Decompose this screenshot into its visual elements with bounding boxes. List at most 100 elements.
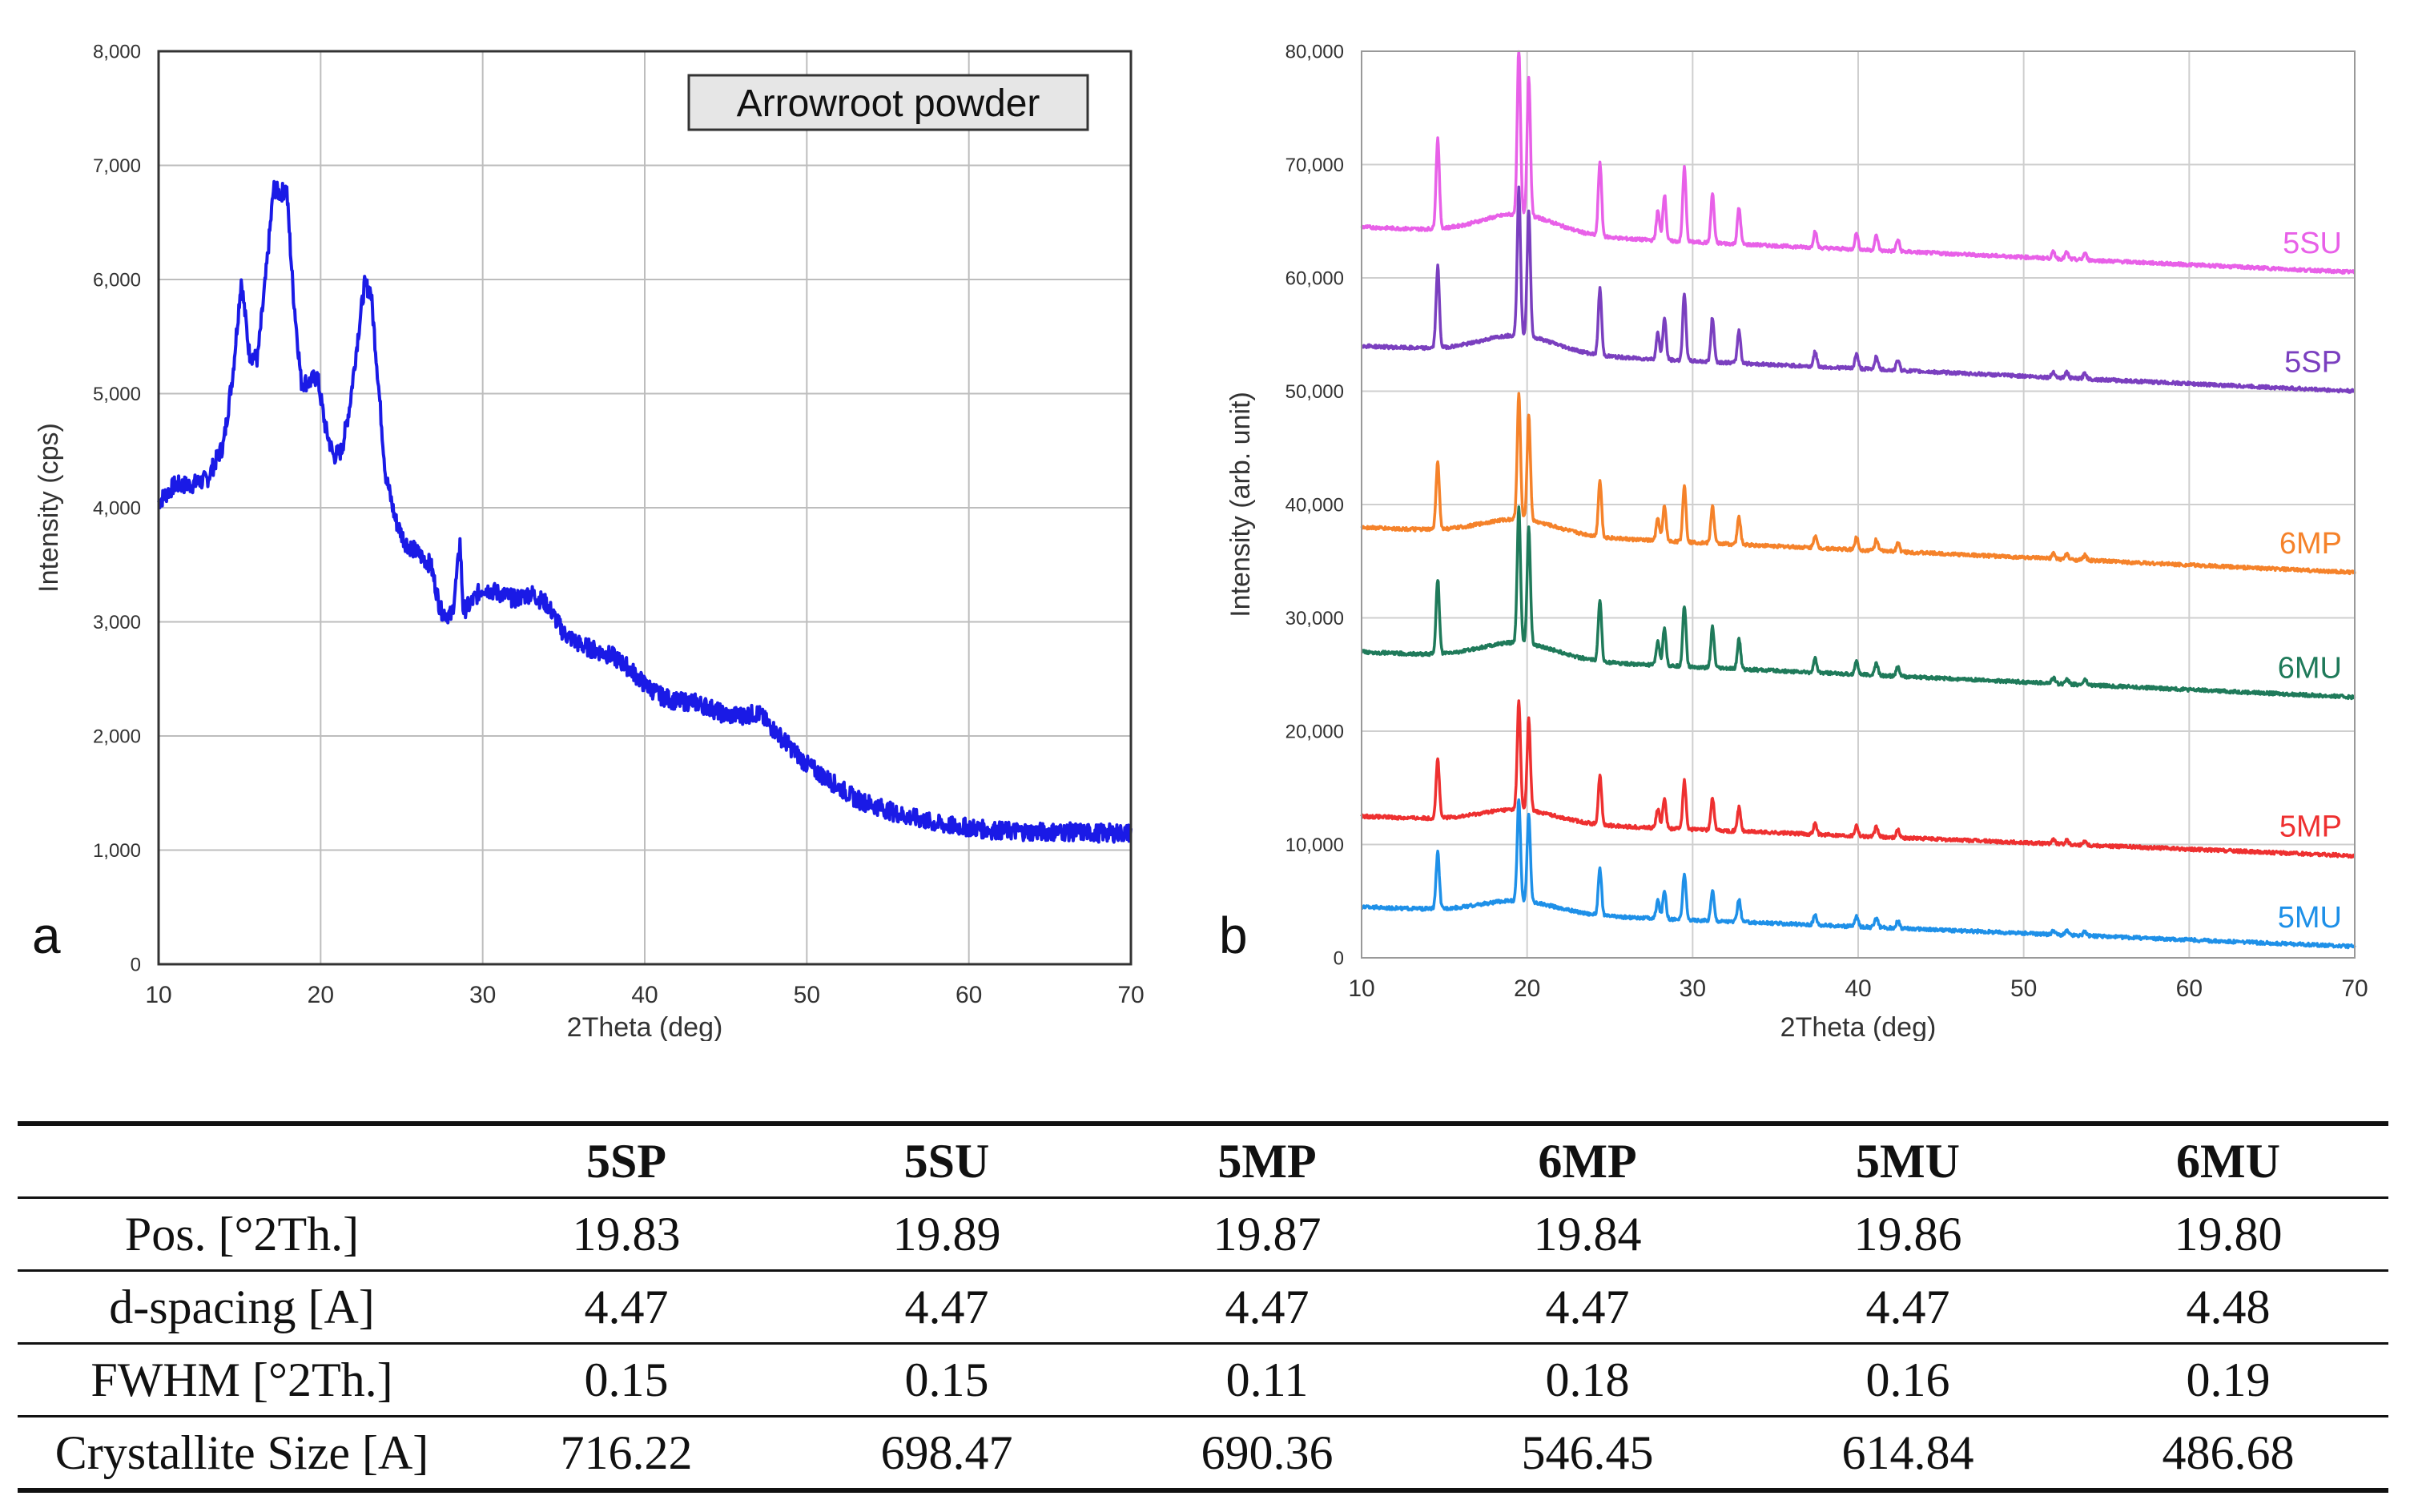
table-cell: 4.47 bbox=[1545, 1280, 1630, 1333]
table-cell: 0.15 bbox=[904, 1353, 989, 1406]
x-tick-label: 60 bbox=[2176, 975, 2203, 1002]
panel-b-series bbox=[1360, 50, 2356, 950]
table-cell: 0.11 bbox=[1225, 1353, 1309, 1406]
table-cell: 4.47 bbox=[584, 1280, 669, 1333]
table-cell: 690.36 bbox=[1201, 1426, 1334, 1479]
table-row: FWHM [°2Th.] 0.15 0.15 0.11 0.18 0.16 0.… bbox=[18, 1344, 2388, 1417]
table-cell: 4.47 bbox=[1865, 1280, 1950, 1333]
x-tick-label: 30 bbox=[469, 982, 496, 1008]
x-tick-label: 60 bbox=[956, 982, 982, 1008]
y-tick-label: 10,000 bbox=[1285, 834, 1344, 856]
annotation-box bbox=[687, 74, 1089, 131]
series-label-5su: 5SU bbox=[2283, 227, 2342, 260]
y-tick-label: 3,000 bbox=[93, 612, 141, 633]
table-cell: 4.47 bbox=[1225, 1280, 1310, 1333]
column-header: 5SP bbox=[585, 1134, 667, 1188]
x-tick-label: 40 bbox=[1845, 975, 1871, 1002]
table-cell: 19.86 bbox=[1853, 1207, 1962, 1261]
y-tick-label: 50,000 bbox=[1285, 381, 1344, 403]
y-tick-label: 70,000 bbox=[1285, 155, 1344, 176]
x-tick-label: 30 bbox=[1680, 975, 1706, 1002]
table-cell: 0.16 bbox=[1865, 1353, 1950, 1406]
table-cell: 486.68 bbox=[2162, 1426, 2295, 1479]
x-tick-label: 10 bbox=[145, 982, 171, 1008]
arrowroot-xrd-line bbox=[157, 179, 1133, 844]
table-cell: 698.47 bbox=[880, 1426, 1013, 1479]
panel-a-letter: a bbox=[32, 907, 61, 964]
xrd-figure: 0 1,000 2,000 3,000 4,000 5,000 6,000 7,000 8,00… bbox=[32, 41, 2368, 1041]
panel-a-y-ticks: 0 1,000 2,000 3,000 4,000 5,000 6,000 7,000 8,00… bbox=[93, 41, 141, 975]
annotation-label: Arrowroot powder bbox=[737, 82, 1040, 125]
table-cell: 19.89 bbox=[892, 1207, 1001, 1261]
column-header: 5MP bbox=[1217, 1134, 1317, 1188]
panel-a-frame bbox=[157, 50, 1133, 966]
x-tick-label: 20 bbox=[1514, 975, 1540, 1002]
panel-a-grid bbox=[159, 51, 1131, 964]
column-header: 6MP bbox=[1538, 1134, 1637, 1188]
row-label: d-spacing [A] bbox=[109, 1280, 375, 1333]
table-header-row: 5SP 5SU 5MP 6MP 5MU 6MU bbox=[18, 1124, 2388, 1198]
x-tick-label: 70 bbox=[1117, 982, 1144, 1008]
y-tick-label: 0 bbox=[1334, 947, 1344, 969]
x-tick-label: 70 bbox=[2341, 975, 2368, 1002]
results-table-wrapper: 5SP 5SU 5MP 6MP 5MU 6MU Pos. [°2Th.] 19.… bbox=[18, 1121, 2388, 1493]
results-table: 5SP 5SU 5MP 6MP 5MU 6MU Pos. [°2Th.] 19.… bbox=[18, 1121, 2388, 1493]
panel-b-grid bbox=[1362, 51, 2355, 958]
panel-a-x-ticks: 10 20 30 40 50 60 70 bbox=[145, 982, 1144, 1008]
table-cell: 19.83 bbox=[572, 1207, 681, 1261]
table-row: d-spacing [A] 4.47 4.47 4.47 4.47 4.47 4… bbox=[18, 1271, 2388, 1344]
panel-b-letter: b bbox=[1219, 907, 1248, 964]
panel-b-y-axis-label: Intensity (arb. unit) bbox=[1225, 392, 1256, 617]
table-row: Pos. [°2Th.] 19.83 19.89 19.87 19.84 19.… bbox=[18, 1198, 2388, 1271]
series-line-6mp bbox=[1360, 392, 2356, 576]
series-line-5mu bbox=[1360, 798, 2356, 950]
series-line-5su bbox=[1360, 50, 2356, 275]
row-label: FWHM [°2Th.] bbox=[91, 1353, 393, 1406]
table-cell: 4.47 bbox=[904, 1280, 989, 1333]
y-tick-label: 4,000 bbox=[93, 497, 141, 519]
series-label-5mu: 5MU bbox=[2278, 901, 2342, 935]
table-cell: 0.19 bbox=[2186, 1353, 2271, 1406]
y-tick-label: 0 bbox=[131, 954, 141, 975]
y-tick-label: 80,000 bbox=[1285, 41, 1344, 62]
y-tick-label: 1,000 bbox=[93, 840, 141, 862]
row-label: Crystallite Size [A] bbox=[54, 1426, 429, 1479]
table-cell: 614.84 bbox=[1841, 1426, 1974, 1479]
panel-b-y-ticks: 0 10,000 20,000 30,000 40,000 50,000 60,000 70,… bbox=[1285, 41, 1344, 969]
panel-a-chart: 0 1,000 2,000 3,000 4,000 5,000 6,000 7,000 8,00… bbox=[32, 41, 1145, 1041]
y-tick-label: 6,000 bbox=[93, 269, 141, 291]
column-header: 5SU bbox=[903, 1134, 990, 1188]
series-label-5mp: 5MP bbox=[2279, 810, 2342, 844]
panel-b-x-ticks: 10 20 30 40 50 60 70 bbox=[1348, 975, 2368, 1002]
panel-a-x-axis-label: 2Theta (deg) bbox=[567, 1012, 723, 1041]
panel-b-x-axis-label: 2Theta (deg) bbox=[1780, 1012, 1937, 1041]
x-tick-label: 20 bbox=[308, 982, 334, 1008]
x-tick-label: 50 bbox=[2010, 975, 2037, 1002]
panel-b-frame bbox=[1361, 50, 2356, 959]
y-tick-label: 60,000 bbox=[1285, 267, 1344, 289]
x-tick-label: 40 bbox=[631, 982, 658, 1008]
table-cell: 19.80 bbox=[2174, 1207, 2283, 1261]
y-tick-label: 2,000 bbox=[93, 726, 141, 747]
series-label-5sp: 5SP bbox=[2284, 346, 2342, 380]
series-line-5mp bbox=[1360, 699, 2356, 859]
x-tick-label: 50 bbox=[794, 982, 820, 1008]
series-label-6mp: 6MP bbox=[2279, 527, 2342, 561]
table-cell: 546.45 bbox=[1521, 1426, 1654, 1479]
column-header: 6MU bbox=[2176, 1134, 2280, 1188]
y-tick-label: 8,000 bbox=[93, 41, 141, 62]
series-line-6mu bbox=[1360, 505, 2356, 701]
y-tick-label: 20,000 bbox=[1285, 721, 1344, 742]
table-cell: 4.48 bbox=[2186, 1280, 2271, 1333]
table-cell: 0.15 bbox=[584, 1353, 669, 1406]
panel-b-chart: 0 10,000 20,000 30,000 40,000 50,000 60,000 70,… bbox=[1219, 41, 2368, 1041]
series-line-5sp bbox=[1360, 185, 2356, 394]
panel-a-y-axis-label: Intensity (cps) bbox=[34, 423, 64, 593]
table-row: Crystallite Size [A] 716.22 698.47 690.3… bbox=[18, 1417, 2388, 1490]
series-label-6mu: 6MU bbox=[2278, 652, 2342, 686]
table-cell: 0.18 bbox=[1545, 1353, 1630, 1406]
column-header: 5MU bbox=[1856, 1134, 1960, 1188]
panel-b-series-labels: 5SU 5SP 6MP 6MU 5MP 5MU bbox=[2278, 227, 2342, 935]
y-tick-label: 30,000 bbox=[1285, 608, 1344, 629]
y-tick-label: 7,000 bbox=[93, 155, 141, 177]
